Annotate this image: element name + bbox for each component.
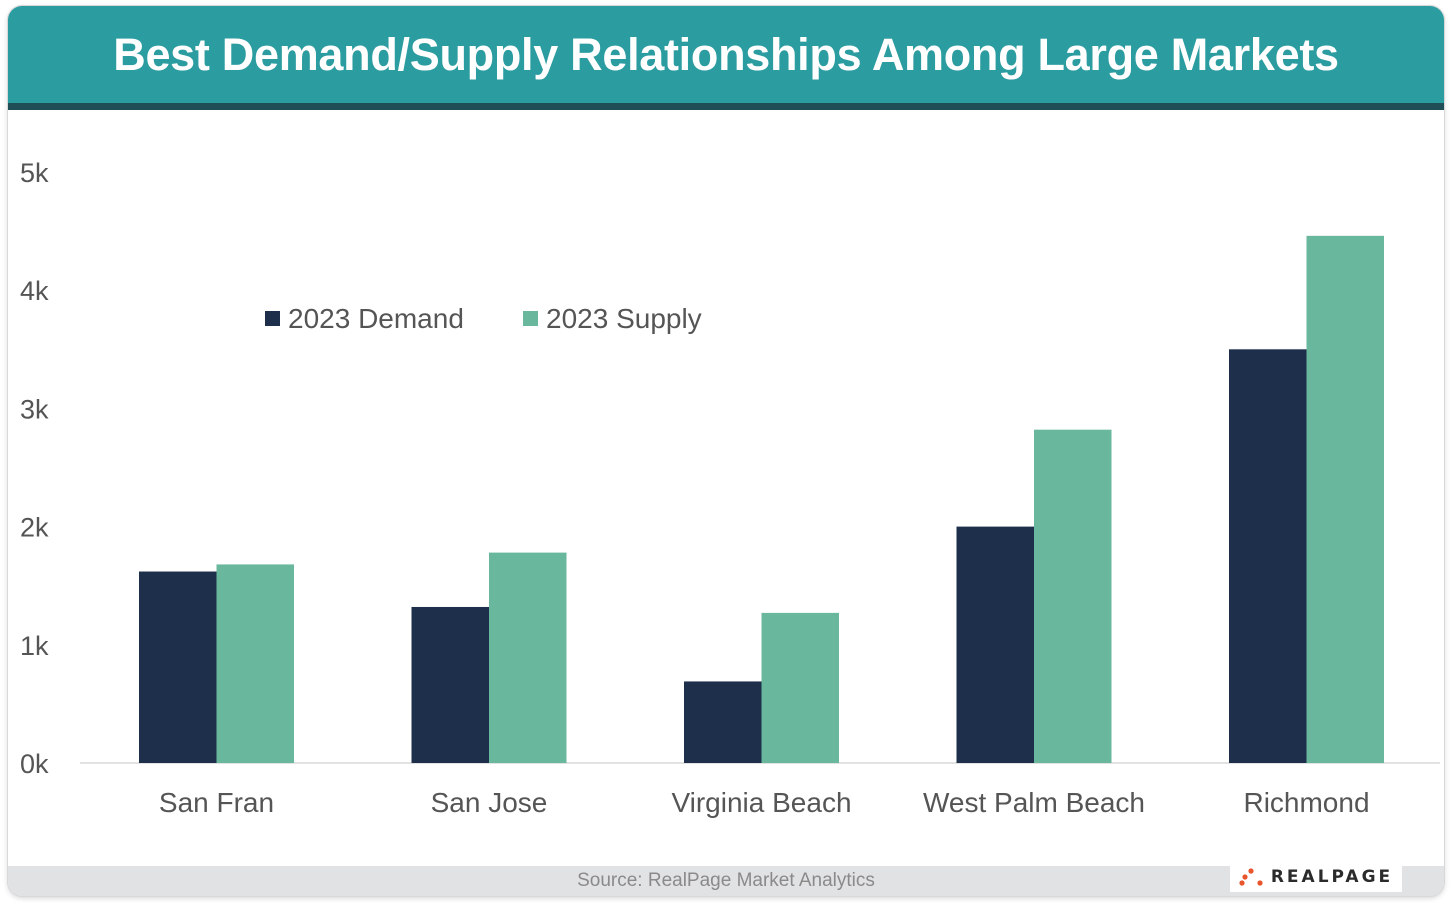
bar-supply-richmond <box>1306 235 1384 763</box>
y-tick-label: 5k <box>20 158 49 188</box>
bar-supply-virginia-beach <box>761 612 839 763</box>
realpage-dots-icon <box>1239 868 1263 886</box>
chart-title: Best Demand/Supply Relationships Among L… <box>113 28 1339 80</box>
y-tick-label: 4k <box>20 276 49 306</box>
x-category-label: Virginia Beach <box>671 787 851 818</box>
x-category-label: West Palm Beach <box>923 787 1145 818</box>
y-tick-label: 2k <box>20 513 49 543</box>
realpage-logo: REALPAGE <box>1230 862 1402 892</box>
bar-demand-richmond <box>1229 349 1307 763</box>
title-banner: Best Demand/Supply Relationships Among L… <box>8 6 1444 103</box>
bar-supply-san-fran <box>216 564 294 763</box>
x-category-label: San Jose <box>431 787 548 818</box>
bar-demand-west-palm-beach <box>956 526 1034 763</box>
bar-demand-san-fran <box>139 571 217 763</box>
legend-swatch-supply <box>523 311 538 326</box>
chart-card: Best Demand/Supply Relationships Among L… <box>8 6 1444 896</box>
legend-swatch-demand <box>265 311 280 326</box>
title-banner-stripe <box>8 103 1444 110</box>
y-tick-label: 0k <box>20 749 49 779</box>
y-tick-label: 1k <box>20 631 49 661</box>
bar-chart: 0k 1k 2k 3k 4k 5k San Fran San Jose Virginia Bea… <box>20 158 1440 818</box>
bar-demand-san-jose <box>411 606 489 763</box>
bar-supply-west-palm-beach <box>1034 429 1112 763</box>
legend-label-supply: 2023 Supply <box>546 303 702 334</box>
footer-bar: Source: RealPage Market Analytics <box>8 866 1444 896</box>
legend-label-demand: 2023 Demand <box>288 303 464 334</box>
x-category-label: Richmond <box>1243 787 1369 818</box>
logo-text: REALPAGE <box>1270 867 1394 887</box>
bar-demand-virginia-beach <box>684 681 762 763</box>
y-tick-label: 3k <box>20 394 49 424</box>
bar-supply-san-jose <box>489 552 567 763</box>
source-note: Source: RealPage Market Analytics <box>577 870 875 891</box>
x-category-label: San Fran <box>159 787 274 818</box>
